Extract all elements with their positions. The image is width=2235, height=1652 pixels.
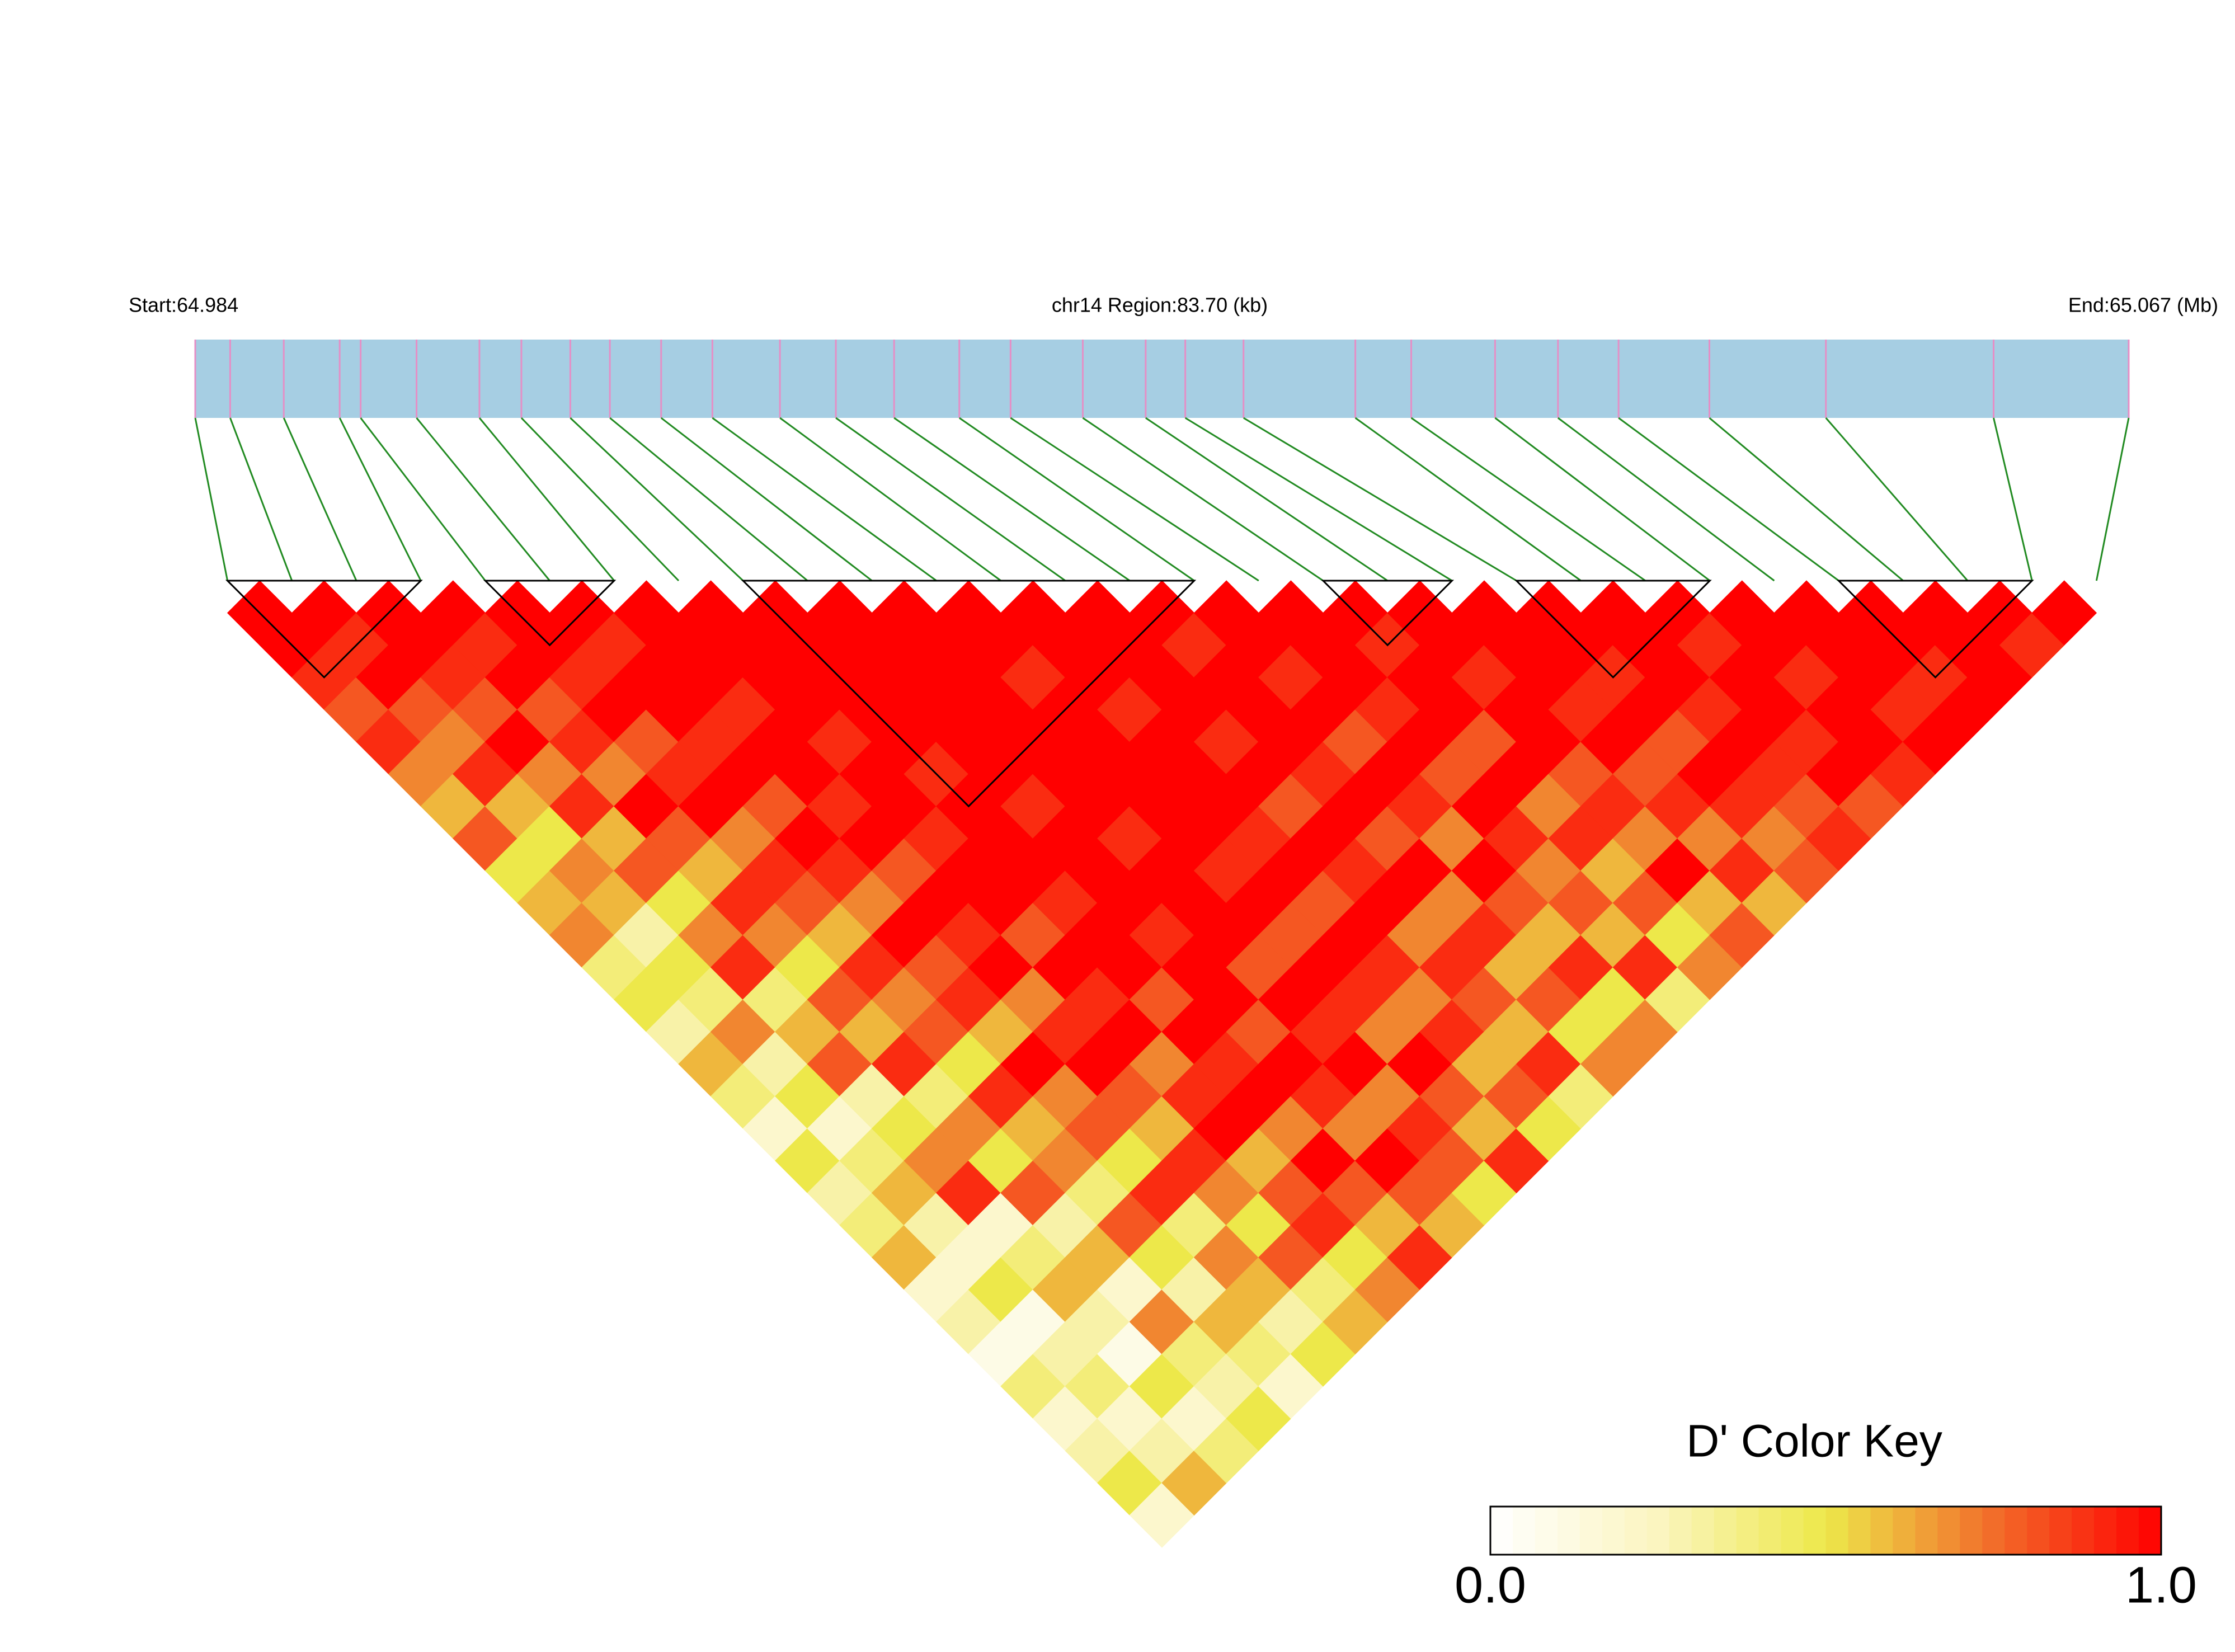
snp-connector	[712, 417, 937, 582]
snp-connector	[416, 417, 550, 581]
color-key-swatch	[1848, 1507, 1871, 1555]
snp-connector	[609, 417, 808, 582]
snp-connector	[229, 417, 293, 581]
color-key-swatch	[1893, 1507, 1916, 1555]
snp-connector	[478, 417, 615, 581]
snp-connector	[1010, 417, 1259, 582]
ld-block	[1514, 580, 1712, 679]
snp-connector	[660, 417, 873, 582]
color-key-swatch	[1691, 1507, 1715, 1555]
color-key-swatch	[1602, 1507, 1625, 1555]
ld-block	[1836, 580, 2034, 679]
color-key-swatch	[1758, 1507, 1782, 1555]
snp-connector	[779, 417, 1001, 582]
ld-block	[741, 580, 1197, 808]
snp-connector	[570, 417, 744, 582]
snp-connector	[338, 417, 422, 581]
snp-connector	[835, 417, 1066, 582]
snp-connector	[1825, 417, 1969, 581]
ld-cell	[2031, 580, 2097, 646]
snp-connector	[1557, 417, 1775, 582]
color-key-swatch	[1579, 1507, 1603, 1555]
color-key-swatch	[2005, 1507, 2028, 1555]
snp-connector	[520, 417, 680, 582]
color-key-swatch	[1512, 1507, 1536, 1555]
color-key-swatch	[2049, 1507, 2073, 1555]
snp-connector	[1618, 417, 1839, 582]
color-key-swatch	[1803, 1507, 1827, 1555]
start-label: Start:64.984	[129, 294, 238, 317]
snp-connector	[360, 417, 486, 581]
snp-connector	[1709, 417, 1904, 582]
color-key-swatch	[2072, 1507, 2095, 1555]
snp-connector	[1993, 417, 2033, 581]
snp-connector	[1354, 417, 1582, 582]
color-key-swatch	[1669, 1507, 1692, 1555]
color-key-swatch	[1825, 1507, 1849, 1555]
snp-connector	[1082, 417, 1324, 582]
color-key-swatch	[1870, 1507, 1894, 1555]
snp-bar	[195, 340, 2129, 418]
snp-connector	[283, 417, 357, 581]
color-key-swatch	[1646, 1507, 1670, 1555]
color-key-swatch	[1714, 1507, 1737, 1555]
color-key-swatch	[2094, 1507, 2118, 1555]
snp-connector	[1410, 417, 1646, 582]
snp-connector	[958, 417, 1195, 582]
color-key-tick-label: 0.0	[1455, 1556, 1526, 1613]
color-key-swatch	[1535, 1507, 1558, 1555]
color-key-swatch	[1624, 1507, 1648, 1555]
color-key-swatch	[1557, 1507, 1580, 1555]
snp-connector	[194, 417, 229, 581]
color-key-title: D' Color Key	[1686, 1416, 1942, 1467]
ld-block	[1321, 580, 1455, 647]
color-key-swatch	[1781, 1507, 1804, 1555]
snp-connector	[1184, 417, 1453, 582]
snp-connector	[893, 417, 1131, 582]
ld-block	[483, 580, 617, 647]
snp-connector	[1145, 417, 1389, 582]
color-key-swatch	[1915, 1507, 1938, 1555]
color-key-swatch	[1960, 1507, 1983, 1555]
color-key-swatch	[1736, 1507, 1759, 1555]
end-label: End:65.067 (Mb)	[2068, 294, 2218, 317]
snp-connector	[2095, 417, 2130, 581]
color-key-swatch	[2139, 1507, 2162, 1555]
color-key-swatch	[2027, 1507, 2050, 1555]
color-key-tick-label: 1.0	[2125, 1556, 2197, 1613]
snp-connector	[1243, 417, 1517, 582]
snp-connector	[1494, 417, 1711, 582]
color-key-swatch	[1490, 1507, 1513, 1555]
color-key-frame	[1489, 1505, 2162, 1556]
region-label: chr14 Region:83.70 (kb)	[1052, 294, 1268, 317]
ld-block	[225, 580, 423, 679]
color-key-swatch	[2116, 1507, 2140, 1555]
color-key-swatch	[1937, 1507, 1961, 1555]
color-key-swatch	[1982, 1507, 2006, 1555]
